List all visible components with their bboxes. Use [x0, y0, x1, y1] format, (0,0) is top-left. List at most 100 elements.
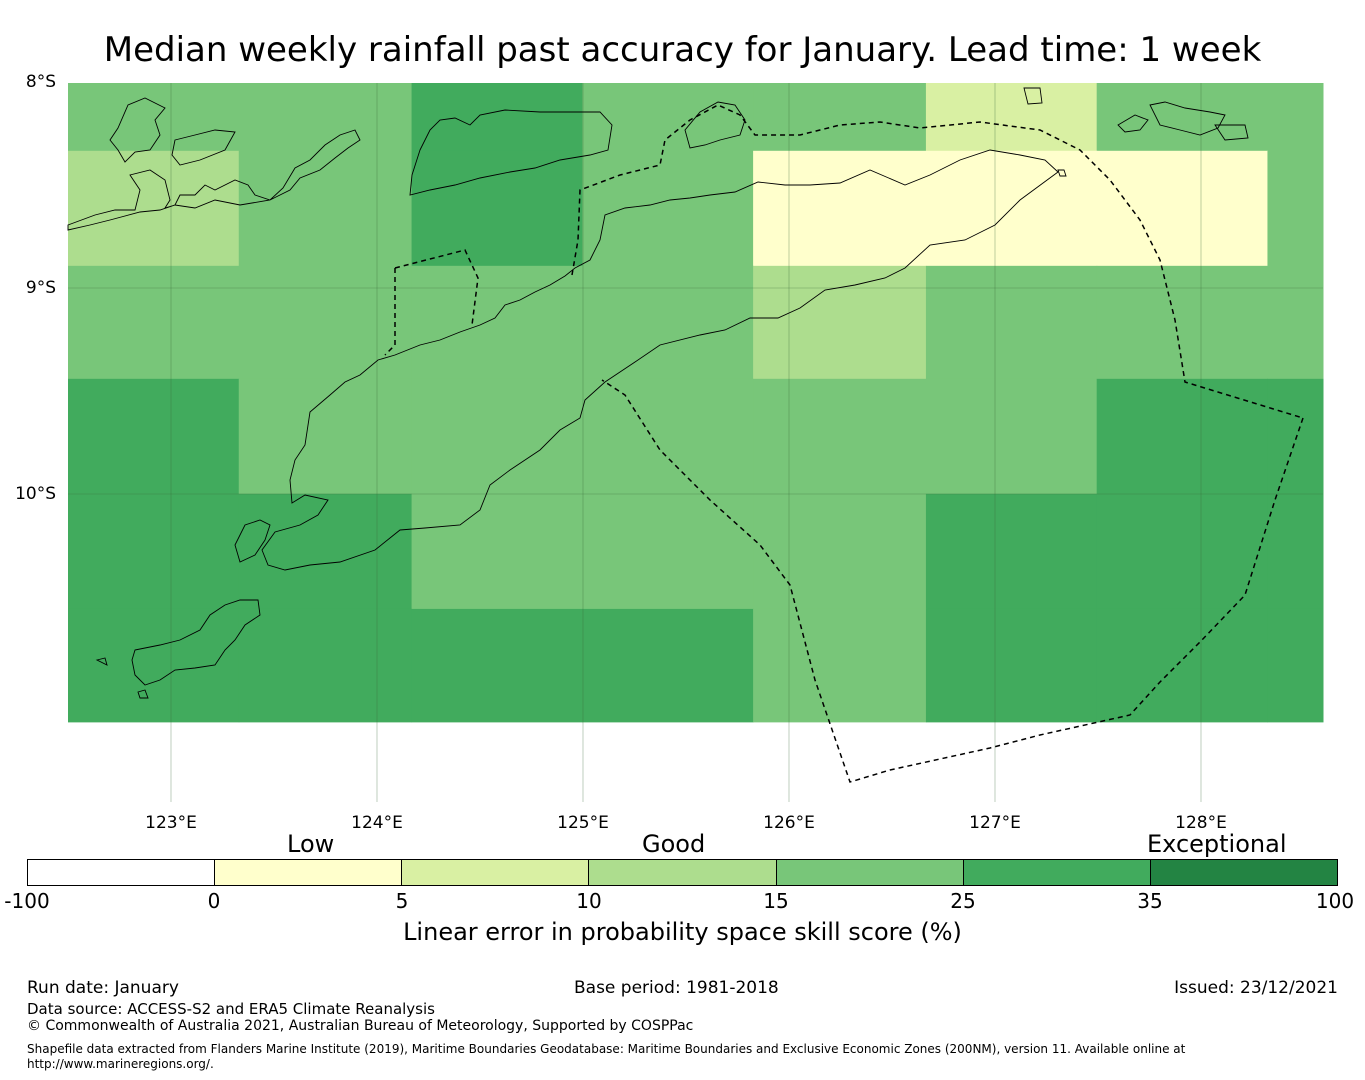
colorbar [27, 859, 1338, 886]
grid-cell [1096, 608, 1268, 723]
run-date: Run date: January [27, 978, 179, 998]
grid-cell [1267, 378, 1324, 495]
colorbar-tick: 0 [207, 889, 221, 913]
category-label-low: Low [287, 830, 335, 858]
colorbar-bin [589, 860, 777, 885]
timor-coastline [261, 149, 1059, 571]
lon-label-125e: 125°E [557, 813, 609, 833]
lon-label-128e: 128°E [1175, 813, 1227, 833]
east-island-2-coastline [1117, 114, 1149, 133]
category-label-good: Good [642, 830, 706, 858]
eez-boundary-oecusse [384, 249, 479, 356]
colorbar-bin [1150, 860, 1337, 885]
maritime-boundaries [384, 104, 1304, 783]
issued-date: Issued: 23/12/2021 [1174, 978, 1338, 998]
grid-cell [411, 608, 583, 723]
grid-cell [1096, 83, 1268, 152]
grid-cell [411, 150, 583, 267]
grid-cell [68, 265, 240, 380]
north-island-coastline [109, 97, 166, 163]
grid-cell [582, 493, 754, 610]
grid-cell [238, 493, 413, 610]
grid-cell [753, 378, 927, 495]
lon-label-126e: 126°E [763, 813, 815, 833]
grid-cell [1096, 493, 1268, 610]
grid-cell [411, 83, 583, 152]
grid-cell [1267, 493, 1324, 610]
grid-cell [925, 608, 1098, 723]
base-period: Base period: 1981-2018 [574, 978, 779, 998]
grid-cell [1267, 83, 1324, 152]
category-label-exceptional: Exceptional [1147, 830, 1287, 858]
grid-cell [68, 493, 240, 610]
lon-label-124e: 124°E [351, 813, 403, 833]
savu-coastline [234, 519, 271, 563]
grid-cell [411, 493, 583, 610]
colorbar-tick: 5 [395, 889, 409, 913]
lat-label-10s: 10°S [15, 484, 56, 504]
copyright: © Commonwealth of Australia 2021, Austra… [27, 1018, 694, 1034]
grid-cell [582, 378, 754, 495]
data-source: Data source: ACCESS-S2 and ERA5 Climate … [27, 1000, 435, 1018]
flores-coastline [67, 129, 361, 231]
grid-cell [68, 83, 240, 152]
east-island-coastline [1149, 101, 1226, 136]
east-island-3-coastline [1214, 124, 1249, 141]
grid-cell [753, 608, 927, 723]
colorbar-tick: 15 [763, 889, 789, 913]
colorbar-bin [776, 860, 964, 885]
grid-cell [753, 83, 927, 152]
grid-cell [238, 150, 413, 267]
eez-boundary-south [601, 379, 1304, 783]
shapefile-credit-line2: http://www.marineregions.org/. [27, 1057, 214, 1071]
grid-cell [582, 265, 754, 380]
grid-cell [582, 83, 754, 152]
shapefile-credit: Shapefile data extracted from Flanders M… [27, 1042, 1185, 1072]
grid-cell [925, 83, 1098, 152]
lat-label-8s: 8°S [25, 72, 56, 92]
small-islet-3 [1057, 169, 1067, 177]
north-island-2-coastline [171, 129, 236, 166]
colorbar-tick: 35 [1137, 889, 1163, 913]
alor-coastline [409, 109, 613, 196]
skill-grid [68, 83, 1324, 723]
eez-boundary-north [571, 104, 1304, 419]
colorbar-tick: -100 [4, 889, 50, 913]
colorbar-label: Linear error in probability space skill … [403, 918, 962, 946]
colorbar-tick: 100 [1315, 889, 1355, 913]
grid-cell [1096, 150, 1268, 267]
colorbar-bin [215, 860, 403, 885]
grid-cell [753, 150, 927, 267]
grid-cell [68, 150, 240, 267]
shapefile-credit-line1: Shapefile data extracted from Flanders M… [27, 1042, 1186, 1056]
colorbar-bin [28, 860, 216, 885]
grid-cell [582, 608, 754, 723]
grid-cell [925, 378, 1098, 495]
small-islet-2 [95, 657, 108, 666]
lon-label-127e: 127°E [969, 813, 1021, 833]
grid-cell [753, 265, 927, 380]
skill-map [67, 83, 1324, 802]
lat-label-9s: 9°S [25, 278, 56, 298]
grid-cell [1267, 150, 1324, 267]
map-graticule [68, 83, 1323, 802]
coastlines [67, 87, 1249, 699]
grid-cell [1267, 265, 1324, 380]
grid-cell [411, 378, 583, 495]
grid-cell [238, 265, 413, 380]
colorbar-bin [402, 860, 590, 885]
grid-cell [582, 150, 754, 267]
grid-cell [1267, 608, 1324, 723]
colorbar-tick: 25 [950, 889, 976, 913]
grid-cell [411, 265, 583, 380]
north-islet-coastline [1023, 87, 1043, 105]
grid-cell [238, 83, 413, 152]
grid-cell [1096, 265, 1268, 380]
grid-cell [925, 493, 1098, 610]
rote-coastline [131, 599, 261, 686]
lon-label-123e: 123°E [145, 813, 197, 833]
grid-cell [68, 378, 240, 495]
wetar-coastline [684, 101, 746, 149]
grid-cell [1096, 378, 1268, 495]
chart-title: Median weekly rainfall past accuracy for… [103, 30, 1262, 70]
